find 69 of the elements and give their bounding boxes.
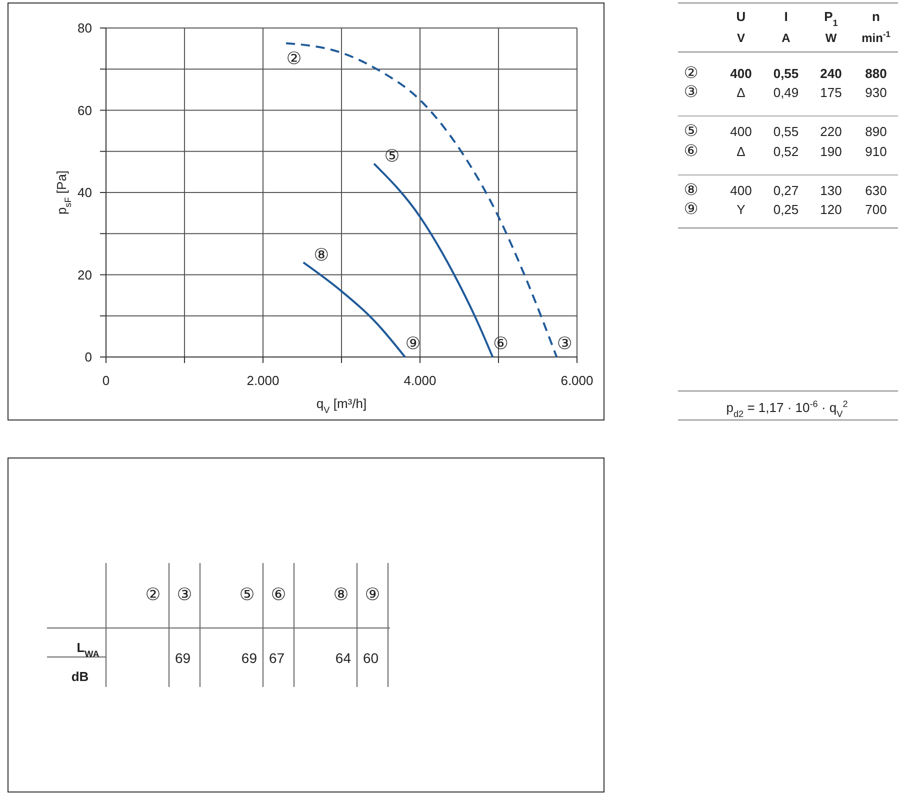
- category-label: ②: [145, 585, 161, 605]
- category-label: ⑥: [684, 141, 698, 160]
- line-series: [285, 42, 558, 358]
- category-label: U: [736, 9, 746, 24]
- x-tick-label: 6.000: [560, 373, 594, 388]
- category-label: L$_{WA}$: [76, 640, 100, 659]
- text: 67: [269, 650, 285, 666]
- category-label: ⑤: [239, 585, 255, 605]
- y-tick-label: 20: [78, 267, 92, 282]
- text: 630: [865, 183, 887, 198]
- category-label: P$_{1}$: [824, 9, 838, 28]
- category-label: ③: [684, 82, 698, 101]
- category-label: I: [784, 9, 788, 24]
- text: 700: [865, 202, 887, 217]
- x-tick-label: 2.000: [246, 373, 280, 388]
- text: 0,25: [773, 202, 799, 217]
- text: 910: [865, 144, 887, 159]
- text: 64: [335, 650, 351, 666]
- text: 880: [865, 66, 887, 81]
- annotation: ⑧: [314, 245, 329, 266]
- x-tick-label: 0: [102, 373, 110, 388]
- annotation: ⑨: [405, 334, 421, 354]
- text: 240: [820, 66, 842, 81]
- text: Y: [736, 202, 746, 217]
- text: Δ: [736, 144, 746, 159]
- y-tick-label: 40: [78, 185, 92, 200]
- y-tick-label: 80: [78, 20, 92, 36]
- category-label: ⑨: [364, 585, 380, 605]
- text: 175: [820, 85, 842, 100]
- text: 890: [865, 124, 887, 139]
- text: 120: [820, 202, 842, 217]
- y-tick-label: 0: [84, 350, 92, 365]
- text: W: [825, 31, 837, 45]
- category-label: ⑨: [684, 199, 698, 218]
- line-series: [373, 162, 494, 358]
- text: 0,27: [773, 183, 799, 198]
- text: 220: [820, 124, 842, 139]
- text: 130: [820, 183, 842, 198]
- annotation: ②: [286, 49, 302, 70]
- text: 0,55: [773, 66, 799, 81]
- text: 400: [730, 183, 752, 198]
- category-label: ⑤: [684, 121, 698, 140]
- text: 0,55: [773, 124, 799, 139]
- text: 0,52: [773, 144, 799, 159]
- text: 0,49: [773, 85, 799, 100]
- x-axis-title: q$_{V}$ [m³/h]: [316, 396, 367, 415]
- category-label: n: [872, 9, 880, 24]
- text: 400: [730, 124, 752, 139]
- category-label: ②: [684, 63, 698, 82]
- text: A: [782, 31, 790, 45]
- category-label: ⑥: [270, 585, 286, 605]
- text: Δ: [736, 85, 746, 100]
- category-label: ③: [176, 585, 192, 605]
- annotation: ③: [557, 334, 572, 354]
- text: 60: [363, 650, 379, 666]
- text: 69: [175, 650, 191, 666]
- text: 930: [865, 85, 887, 100]
- y-tick-label: 60: [78, 102, 92, 118]
- text: V: [736, 31, 746, 45]
- category-label: ⑧: [684, 180, 698, 199]
- text: min$^{-1}$: [862, 29, 890, 45]
- x-tick-label: 4.000: [404, 373, 436, 388]
- text: 400: [730, 66, 752, 81]
- text: dB: [71, 669, 89, 684]
- annotation: ⑤: [384, 146, 400, 167]
- text: 190: [820, 144, 842, 159]
- category-label: ⑧: [333, 585, 349, 605]
- text: 69: [241, 650, 257, 666]
- line-series: [302, 261, 406, 358]
